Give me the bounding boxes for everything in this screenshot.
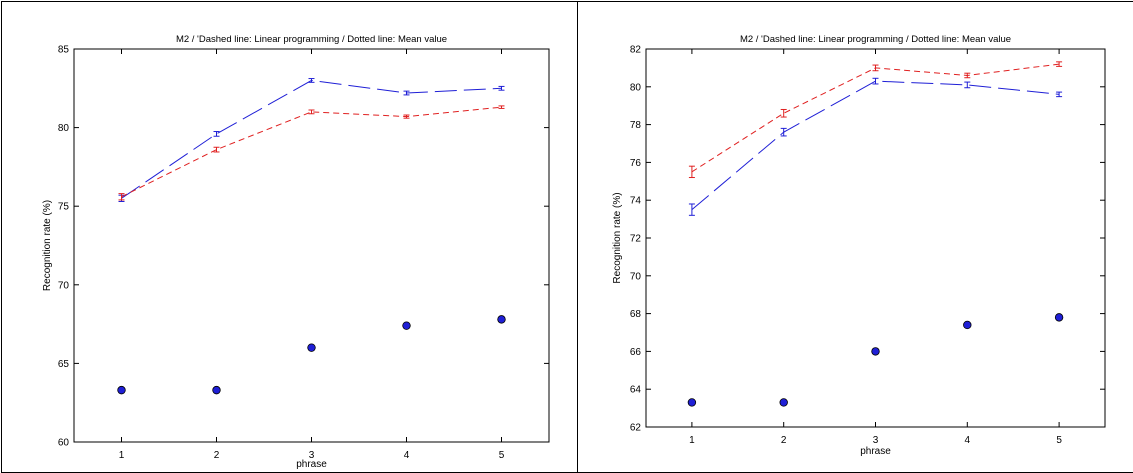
- error-bar: [688, 165, 695, 179]
- y-tick-label: 80: [58, 123, 70, 134]
- y-tick-label: 66: [630, 347, 642, 358]
- y-tick-label: 70: [630, 271, 642, 282]
- error-bar: [213, 131, 220, 137]
- series-line: [691, 80, 1060, 211]
- data-point: [307, 343, 316, 352]
- y-axis-label: Recognition rate (%): [612, 192, 623, 283]
- error-bar: [1056, 91, 1063, 98]
- error-bar: [403, 90, 410, 96]
- series-line: [121, 106, 502, 198]
- right-chart-panel: M2 / 'Dashed line: Linear programming / …: [577, 1, 1133, 473]
- y-tick-label: 76: [630, 158, 642, 169]
- chart-title: M2 / 'Dashed line: Linear programming / …: [176, 34, 447, 45]
- y-tick-label: 82: [630, 45, 642, 56]
- series-3: [687, 313, 1064, 407]
- x-tick-label: 4: [404, 450, 410, 461]
- data-point: [402, 321, 411, 330]
- y-tick-label: 64: [630, 385, 642, 396]
- x-tick-label: 3: [873, 435, 879, 446]
- x-tick-label: 2: [214, 450, 220, 461]
- y-tick-label: 72: [630, 234, 642, 245]
- x-tick-label: 5: [499, 450, 505, 461]
- y-tick-label: 68: [630, 309, 642, 320]
- plot-area: [645, 48, 1106, 428]
- error-bar: [964, 81, 971, 89]
- error-bar: [872, 77, 879, 85]
- error-bar: [688, 203, 695, 216]
- x-tick-label: 5: [1056, 435, 1062, 446]
- y-tick-label: 62: [630, 423, 642, 434]
- series-2: [118, 105, 505, 201]
- chart-title: M2 / 'Dashed line: Linear programming / …: [740, 34, 1011, 45]
- error-bar: [308, 109, 315, 115]
- error-bar: [403, 114, 410, 119]
- error-bar: [964, 72, 971, 79]
- y-tick-label: 74: [630, 196, 642, 207]
- series-2: [688, 61, 1063, 179]
- x-tick-label: 4: [965, 435, 971, 446]
- y-tick-label: 80: [630, 82, 642, 93]
- data-point: [117, 385, 126, 395]
- x-tick-label: 2: [781, 435, 787, 446]
- y-axis-label: Recognition rate (%): [42, 200, 53, 291]
- series-line: [121, 79, 502, 199]
- x-tick-label: 3: [309, 450, 315, 461]
- y-tick-label: 70: [58, 280, 70, 291]
- plot-area: [73, 48, 550, 443]
- data-point: [779, 398, 788, 407]
- data-point: [1054, 313, 1064, 322]
- error-bar: [780, 108, 787, 118]
- series-1: [688, 77, 1063, 216]
- x-axis-label: phrase: [296, 459, 327, 470]
- x-tick-label: 1: [689, 435, 695, 446]
- error-bar: [872, 64, 879, 72]
- data-point: [687, 398, 697, 407]
- error-bar: [213, 146, 220, 153]
- x-axis-label: phrase: [860, 446, 891, 457]
- data-point: [497, 315, 506, 324]
- y-tick-label: 60: [58, 438, 70, 449]
- error-bar: [1056, 61, 1063, 67]
- y-tick-label: 85: [58, 45, 70, 56]
- error-bar: [498, 85, 505, 91]
- data-point: [212, 385, 221, 395]
- y-tick-label: 65: [58, 359, 70, 370]
- y-tick-label: 78: [630, 120, 642, 131]
- chart-1: M2 / 'Dashed line: Linear programming / …: [42, 34, 550, 470]
- error-bar: [118, 193, 125, 201]
- data-point: [871, 347, 880, 356]
- series-1: [118, 78, 505, 202]
- left-chart-panel: M2 / 'Dashed line: Linear programming / …: [1, 1, 578, 473]
- data-point: [963, 320, 972, 330]
- error-bar: [498, 105, 505, 109]
- x-tick-label: 1: [119, 450, 125, 461]
- y-tick-label: 75: [58, 202, 70, 213]
- error-bar: [308, 78, 315, 83]
- series-3: [117, 315, 506, 395]
- error-bar: [780, 127, 787, 137]
- chart-2: M2 / 'Dashed line: Linear programming / …: [612, 34, 1106, 457]
